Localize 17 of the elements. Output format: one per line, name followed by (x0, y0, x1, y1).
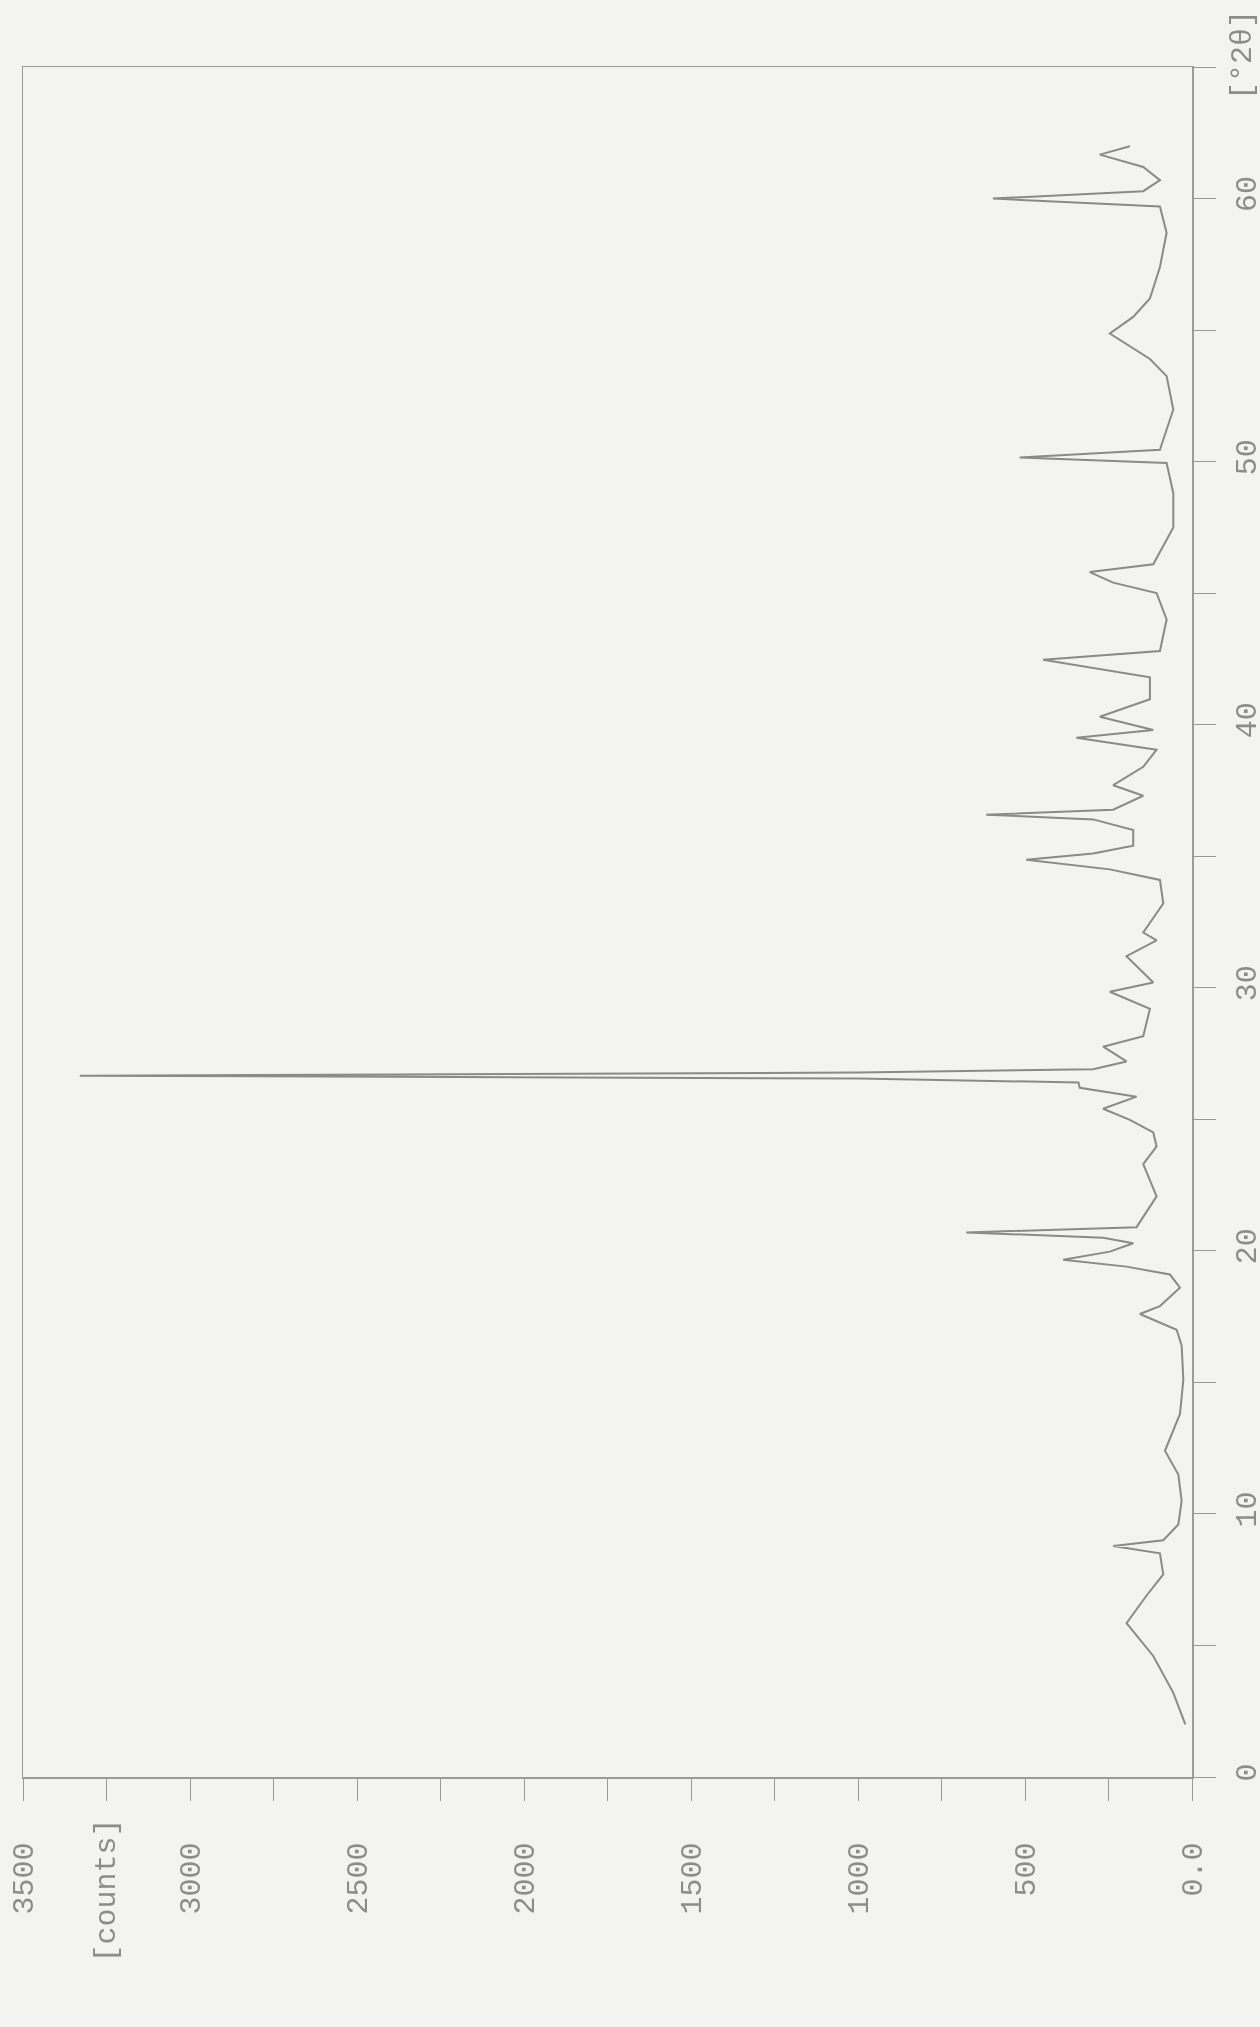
y-tick-label: 40 (1230, 702, 1260, 739)
x-tick-label: 2500 (341, 1842, 376, 1915)
y-tick-label: 50 (1230, 439, 1260, 476)
y-tick-label: 0 (1230, 1763, 1260, 1782)
x-tick-label: 1500 (675, 1842, 710, 1915)
y-tick-label: 10 (1230, 1491, 1260, 1528)
x-tick-label: 0.0 (1176, 1842, 1211, 1897)
x-tick-label: 3500 (7, 1842, 42, 1915)
x-tick-label: 500 (1009, 1842, 1044, 1897)
x-tick-label: 3000 (174, 1842, 209, 1915)
y-axis-title: [°2θ] (1226, 9, 1260, 100)
x-tick-label: 2000 (508, 1842, 543, 1915)
x-tick-label: 1000 (842, 1842, 877, 1915)
y-tick-label: 60 (1230, 176, 1260, 213)
text: [counts] (89, 1818, 124, 1963)
y-tick-label: 20 (1230, 1228, 1260, 1265)
y-tick-label: 30 (1230, 965, 1260, 1002)
